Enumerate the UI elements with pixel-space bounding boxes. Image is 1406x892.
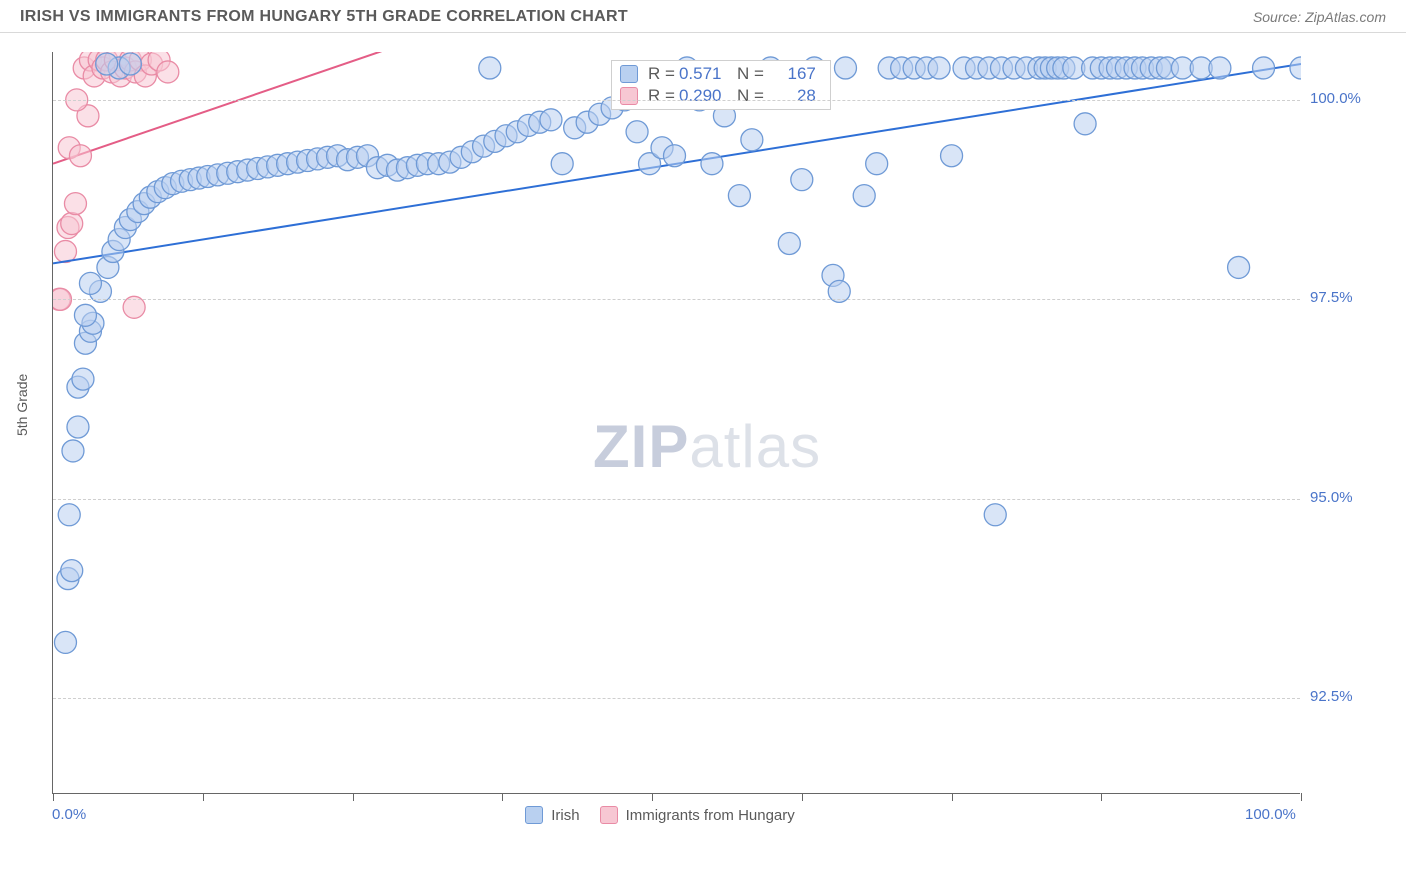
data-point — [72, 368, 94, 390]
data-point — [54, 631, 76, 653]
data-point — [853, 185, 875, 207]
legend-label: Immigrants from Hungary — [626, 807, 795, 824]
stats-r-value: 0.290 — [679, 86, 727, 106]
chart-area: 5th Grade ZIPatlas R =0.571N =167R =0.29… — [20, 46, 1386, 846]
data-point — [96, 53, 118, 75]
data-point — [1228, 256, 1250, 278]
x-tick — [1301, 793, 1302, 801]
data-point — [741, 129, 763, 151]
y-tick-label: 92.5% — [1310, 688, 1353, 705]
stats-r-label: R = — [648, 64, 675, 84]
data-point — [79, 272, 101, 294]
stats-legend-box: R =0.571 N =167 R =0.290 N = 28 — [611, 60, 831, 110]
data-point — [540, 109, 562, 131]
legend-swatch — [620, 65, 638, 83]
gridline-h — [53, 299, 1300, 300]
data-point — [941, 145, 963, 167]
data-point — [64, 193, 86, 215]
x-tick — [952, 793, 953, 801]
x-tick-label: 0.0% — [52, 806, 86, 823]
x-tick — [652, 793, 653, 801]
data-point — [1074, 113, 1096, 135]
data-point — [119, 53, 141, 75]
legend-label: Irish — [551, 807, 579, 824]
data-point — [74, 304, 96, 326]
legend-item: Immigrants from Hungary — [600, 806, 795, 824]
x-tick — [802, 793, 803, 801]
plot-region: ZIPatlas R =0.571N =167R =0.290N = 28 — [52, 52, 1300, 794]
gridline-h — [53, 698, 1300, 699]
stats-n-label: N = — [737, 64, 764, 84]
legend-item: Irish — [525, 806, 579, 824]
y-tick-label: 95.0% — [1310, 489, 1353, 506]
stats-row: R =0.290 N = 28 — [612, 85, 830, 107]
x-tick — [203, 793, 204, 801]
data-point — [791, 169, 813, 191]
x-tick — [502, 793, 503, 801]
data-point — [69, 145, 91, 167]
legend-swatch — [620, 87, 638, 105]
x-tick — [353, 793, 354, 801]
data-point — [866, 153, 888, 175]
data-point — [778, 232, 800, 254]
data-point — [928, 57, 950, 79]
scatter-svg — [53, 52, 1301, 794]
x-tick-label: 100.0% — [1245, 806, 1296, 823]
data-point — [1209, 57, 1231, 79]
bottom-legend: Irish Immigrants from Hungary — [20, 806, 1300, 828]
chart-header: IRISH VS IMMIGRANTS FROM HUNGARY 5TH GRA… — [0, 0, 1406, 33]
data-point — [54, 240, 76, 262]
data-point — [728, 185, 750, 207]
stats-r-value: 0.571 — [679, 64, 727, 84]
data-point — [58, 504, 80, 526]
data-point — [834, 57, 856, 79]
y-tick-label: 97.5% — [1310, 289, 1353, 306]
x-tick — [53, 793, 54, 801]
data-point — [626, 121, 648, 143]
x-tick — [1101, 793, 1102, 801]
data-point — [1290, 57, 1301, 79]
stats-n-value: 167 — [768, 64, 816, 84]
data-point — [664, 145, 686, 167]
gridline-h — [53, 499, 1300, 500]
gridline-h — [53, 100, 1300, 101]
data-point — [67, 416, 89, 438]
legend-swatch — [600, 806, 618, 824]
data-point — [61, 213, 83, 235]
data-point — [1253, 57, 1275, 79]
y-tick-label: 100.0% — [1310, 90, 1361, 107]
stats-n-value: 28 — [768, 86, 816, 106]
stats-row: R =0.571 N =167 — [612, 63, 830, 85]
legend-swatch — [525, 806, 543, 824]
data-point — [61, 560, 83, 582]
chart-source: Source: ZipAtlas.com — [1253, 9, 1386, 25]
data-point — [551, 153, 573, 175]
data-point — [701, 153, 723, 175]
y-axis-label: 5th Grade — [14, 374, 30, 436]
data-point — [479, 57, 501, 79]
stats-n-label: N = — [737, 86, 764, 106]
stats-r-label: R = — [648, 86, 675, 106]
data-point — [984, 504, 1006, 526]
data-point — [157, 61, 179, 83]
chart-title: IRISH VS IMMIGRANTS FROM HUNGARY 5TH GRA… — [20, 8, 628, 26]
data-point — [62, 440, 84, 462]
